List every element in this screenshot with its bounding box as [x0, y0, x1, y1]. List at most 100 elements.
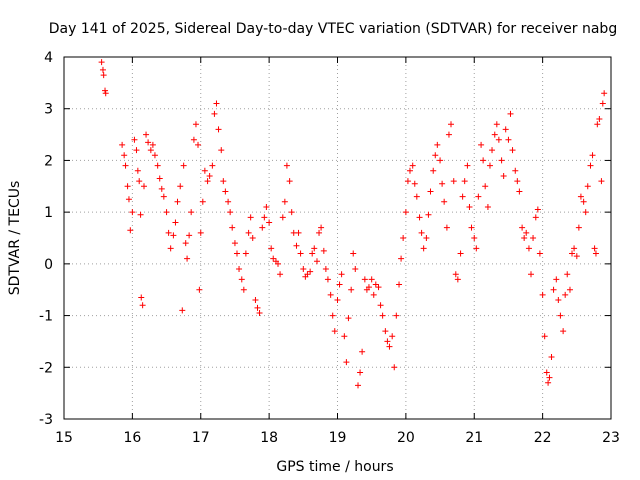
data-point [500, 172, 507, 179]
data-point [158, 185, 165, 192]
data-point [475, 193, 482, 200]
data-point [172, 219, 179, 226]
data-point [295, 229, 302, 236]
data-point [163, 209, 170, 216]
data-point [320, 247, 327, 254]
data-point [231, 240, 238, 247]
data-point [233, 250, 240, 257]
data-point [491, 131, 498, 138]
data-point [266, 219, 273, 226]
data-point [459, 193, 466, 200]
x-axis-label: GPS time / hours [276, 459, 393, 475]
data-point [222, 188, 229, 195]
data-point [350, 250, 357, 257]
data-point [192, 121, 199, 128]
data-point [430, 167, 437, 174]
data-point [322, 266, 329, 273]
data-point [577, 193, 584, 200]
data-point [238, 276, 245, 283]
data-point [338, 271, 345, 278]
data-point [263, 203, 270, 210]
data-point [281, 198, 288, 205]
y-tick-label: 3 [44, 102, 53, 118]
y-tick-label: -1 [39, 309, 53, 325]
data-point [379, 312, 386, 319]
data-point [275, 260, 282, 267]
data-point [521, 235, 528, 241]
data-point [464, 162, 471, 169]
data-point [102, 90, 109, 97]
data-point [564, 271, 571, 278]
data-point [139, 302, 146, 309]
data-point [156, 175, 163, 182]
data-point [277, 271, 284, 278]
data-point [557, 312, 564, 319]
data-point [393, 312, 400, 319]
data-point [195, 141, 202, 148]
data-point [560, 328, 567, 335]
data-point [423, 235, 430, 241]
data-point [445, 131, 452, 138]
data-point [473, 245, 480, 252]
data-point [580, 198, 587, 205]
data-point [331, 328, 338, 335]
data-point [555, 297, 562, 304]
data-point [256, 309, 263, 316]
data-point [359, 348, 366, 355]
data-point [288, 209, 295, 216]
data-point [343, 359, 350, 366]
data-point [437, 157, 444, 164]
data-point [413, 193, 420, 200]
x-tick-label: 23 [602, 430, 620, 446]
data-point [514, 178, 521, 185]
data-point [480, 157, 487, 164]
data-point [404, 178, 411, 185]
data-point [313, 258, 320, 265]
data-point [443, 224, 450, 231]
x-tick-label: 16 [123, 430, 141, 446]
data-point [188, 209, 195, 216]
data-point [587, 162, 594, 169]
data-point [261, 214, 268, 221]
data-point [357, 369, 364, 376]
x-tick-label: 15 [55, 430, 73, 446]
data-point [384, 338, 391, 345]
data-point [434, 141, 441, 148]
data-point [190, 136, 197, 143]
data-point [562, 291, 569, 298]
data-point [498, 157, 505, 164]
data-point [174, 198, 181, 205]
data-point [125, 196, 132, 203]
data-point [352, 266, 359, 273]
data-point [215, 126, 222, 133]
data-point [391, 364, 398, 371]
data-point [482, 183, 489, 190]
data-point [134, 167, 141, 174]
data-point [409, 162, 416, 169]
data-point [507, 110, 514, 117]
data-point [98, 59, 105, 66]
data-point [389, 333, 396, 340]
data-point [102, 87, 109, 94]
data-point [213, 100, 220, 107]
data-point [466, 203, 473, 210]
y-tick-label: 1 [44, 205, 53, 221]
data-point [327, 291, 334, 298]
data-point [599, 100, 606, 107]
data-point [121, 152, 128, 159]
data-point [486, 162, 493, 169]
data-point [493, 121, 500, 128]
data-point [268, 245, 275, 252]
data-point [553, 276, 560, 283]
data-point [184, 255, 191, 262]
data-point [420, 245, 427, 252]
data-point [368, 276, 375, 283]
data-point [441, 198, 448, 205]
data-point [293, 242, 300, 249]
data-point [591, 245, 598, 252]
data-point [99, 66, 106, 73]
data-points [98, 59, 608, 389]
data-point [448, 121, 455, 128]
data-point [548, 353, 555, 360]
data-point [523, 229, 530, 236]
